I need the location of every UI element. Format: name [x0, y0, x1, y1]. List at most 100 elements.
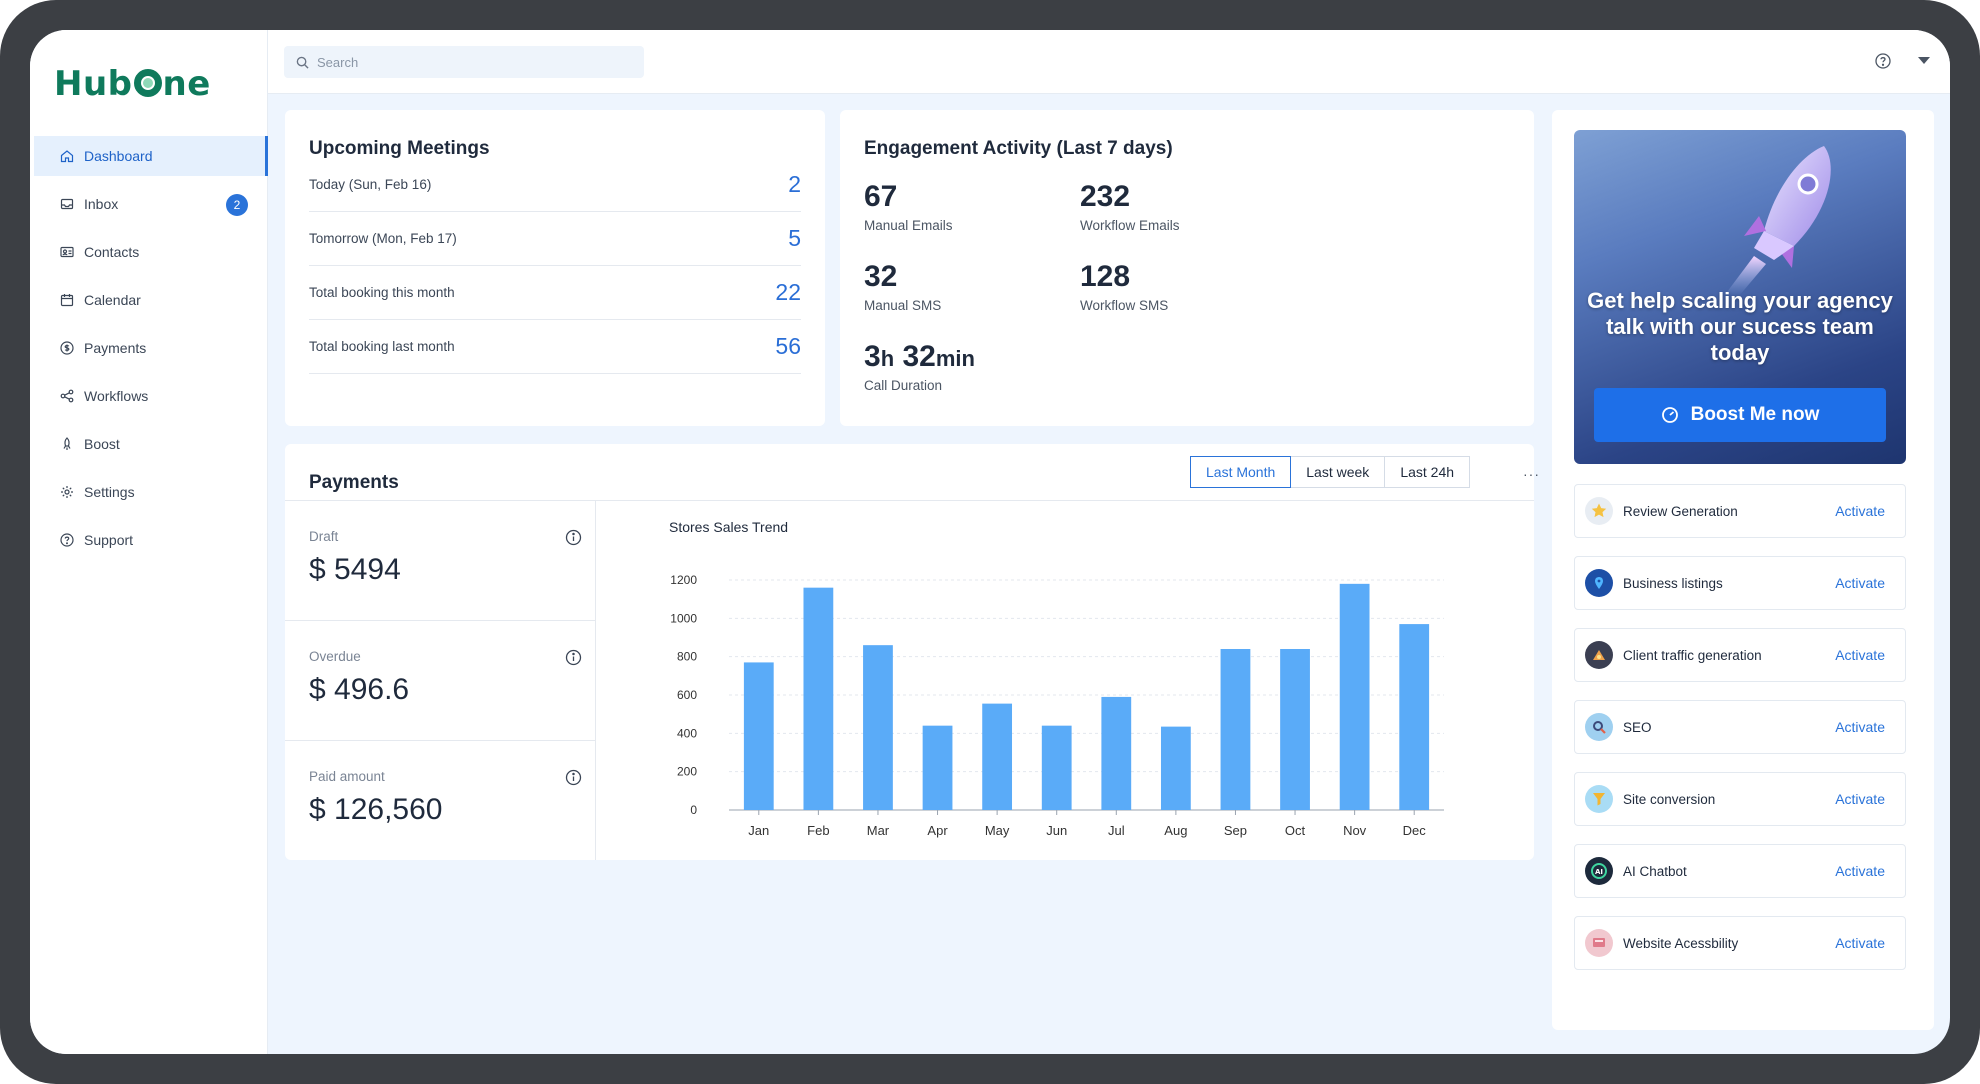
inbox-icon — [60, 197, 74, 211]
bar-apr — [922, 725, 953, 810]
meeting-row-value[interactable]: 5 — [788, 225, 801, 251]
stat-label: Workflow Emails — [1080, 218, 1180, 233]
activate-link[interactable]: Activate — [1835, 575, 1885, 591]
map-pin-icon — [1585, 569, 1613, 597]
meeting-row-value[interactable]: 22 — [775, 279, 801, 305]
search-box[interactable] — [284, 46, 644, 78]
sidebar-item-payments[interactable]: Payments — [34, 328, 268, 368]
info-icon[interactable] — [565, 769, 582, 786]
service-client-traffic-generation: Client traffic generation Activate — [1574, 628, 1906, 682]
activate-link[interactable]: Activate — [1835, 935, 1885, 951]
x-tick-label: Aug — [1164, 823, 1187, 838]
y-tick-label: 400 — [677, 726, 697, 740]
paid-amount-summary: Paid amount $ 126,560 — [285, 741, 595, 861]
sales-trend-chart: Stores Sales Trend 0 200 400 600 800 1000 1200 J… — [597, 501, 1534, 860]
stat-label: Call Duration — [864, 378, 943, 393]
bar-nov — [1339, 583, 1370, 810]
summary-label: Overdue — [309, 649, 361, 664]
meeting-row: Total booking this month 22 — [309, 266, 801, 320]
summary-label: Paid amount — [309, 769, 385, 784]
sidebar-item-workflows[interactable]: Workflows — [34, 376, 268, 416]
service-site-conversion: Site conversion Activate — [1574, 772, 1906, 826]
filter-last-week[interactable]: Last week — [1290, 456, 1386, 488]
speedometer-icon — [1661, 407, 1678, 423]
service-name: Client traffic generation — [1623, 647, 1762, 663]
rocket-illustration — [1724, 146, 1831, 296]
calendar-icon — [60, 293, 74, 307]
info-icon[interactable] — [565, 529, 582, 546]
workflow-sms-stat: 128 Workflow SMS — [1080, 260, 1168, 313]
stat-value: 67 — [864, 180, 898, 213]
info-icon[interactable] — [565, 649, 582, 666]
filter-last-24h[interactable]: Last 24h — [1384, 456, 1471, 488]
call-minutes: 32 — [902, 340, 936, 373]
sidebar-item-label: Inbox — [84, 196, 119, 212]
meetings-title: Upcoming Meetings — [309, 138, 490, 159]
summary-value: $ 496.6 — [309, 673, 410, 706]
sidebar-nav: Dashboard Inbox 2 Contacts Calendar Paym… — [34, 136, 268, 568]
more-options-icon[interactable]: ··· — [1523, 466, 1540, 482]
growth-services-panel: Get help scaling your agency talk with o… — [1552, 110, 1934, 1030]
sidebar-item-support[interactable]: Support — [34, 520, 268, 560]
sidebar-item-settings[interactable]: Settings — [34, 472, 268, 512]
service-name: AI Chatbot — [1623, 863, 1687, 879]
sidebar-item-contacts[interactable]: Contacts — [34, 232, 268, 272]
service-name: Review Generation — [1623, 503, 1738, 519]
stat-value: 3h 32min — [864, 340, 975, 374]
activate-link[interactable]: Activate — [1835, 647, 1885, 663]
meeting-row-value[interactable]: 56 — [775, 333, 801, 359]
workflow-emails-stat: 232 Workflow Emails — [1080, 180, 1180, 233]
sidebar-item-label: Settings — [84, 484, 135, 500]
contacts-icon — [60, 245, 74, 259]
search-input[interactable] — [317, 54, 617, 70]
activate-link[interactable]: Activate — [1835, 863, 1885, 879]
upcoming-meetings-card: Upcoming Meetings Today (Sun, Feb 16) 2 … — [285, 110, 825, 426]
bar-mar — [863, 645, 893, 810]
payment-summary: Draft $ 5494 Overdue $ 496.6 Paid amount… — [285, 501, 596, 860]
bar-oct — [1280, 649, 1310, 810]
filter-last-month[interactable]: Last Month — [1190, 456, 1292, 488]
rocket-icon — [60, 437, 74, 451]
bar-jan — [743, 662, 774, 810]
sidebar-item-label: Contacts — [84, 244, 140, 260]
seo-icon — [1585, 713, 1613, 741]
service-review-generation: Review Generation Activate — [1574, 484, 1906, 538]
inbox-count-badge: 2 — [226, 194, 248, 216]
meeting-row: Today (Sun, Feb 16) 2 — [309, 158, 801, 212]
sidebar-item-calendar[interactable]: Calendar — [34, 280, 268, 320]
stat-label: Manual SMS — [864, 298, 942, 313]
engagement-activity-card: Engagement Activity (Last 7 days) 67 Man… — [840, 110, 1534, 426]
sidebar-item-dashboard[interactable]: Dashboard — [34, 136, 268, 176]
sidebar-item-label: Payments — [84, 340, 147, 356]
workflow-icon — [60, 389, 74, 403]
help-icon[interactable] — [1874, 52, 1892, 70]
activate-link[interactable]: Activate — [1835, 719, 1885, 735]
y-tick-label: 800 — [677, 650, 697, 664]
hubone-logo[interactable]: Hub ne — [54, 64, 211, 104]
service-ai-chatbot: AI AI Chatbot Activate — [1574, 844, 1906, 898]
boost-me-now-button[interactable]: Boost Me now — [1594, 388, 1886, 442]
manual-emails-stat: 67 Manual Emails — [864, 180, 953, 233]
service-name: Site conversion — [1623, 791, 1716, 807]
sidebar-item-boost[interactable]: Boost — [34, 424, 268, 464]
x-tick-label: Jul — [1108, 823, 1125, 838]
app-screen: Hub ne Dashboard Inbox 2 Contacts Calenda… — [30, 30, 1950, 1054]
y-tick-label: 0 — [690, 803, 697, 817]
boost-promo-banner: Get help scaling your agency talk with o… — [1574, 130, 1906, 464]
sidebar-item-label: Workflows — [84, 388, 149, 404]
activate-link[interactable]: Activate — [1835, 503, 1885, 519]
sidebar-item-inbox[interactable]: Inbox 2 — [34, 184, 268, 224]
bar-may — [982, 703, 1013, 810]
service-business-listings: Business listings Activate — [1574, 556, 1906, 610]
summary-label: Draft — [309, 529, 339, 544]
account-dropdown-caret-icon[interactable] — [1918, 57, 1930, 64]
stat-label: Manual Emails — [864, 218, 953, 233]
services-list: Review Generation Activate Business list… — [1574, 484, 1906, 988]
x-tick-label: Nov — [1343, 823, 1367, 838]
call-minutes-unit: min — [935, 346, 975, 371]
x-tick-label: Apr — [927, 823, 948, 838]
sidebar-item-label: Dashboard — [84, 148, 153, 164]
meeting-row-value[interactable]: 2 — [788, 171, 801, 197]
activate-link[interactable]: Activate — [1835, 791, 1885, 807]
search-icon — [296, 56, 309, 69]
